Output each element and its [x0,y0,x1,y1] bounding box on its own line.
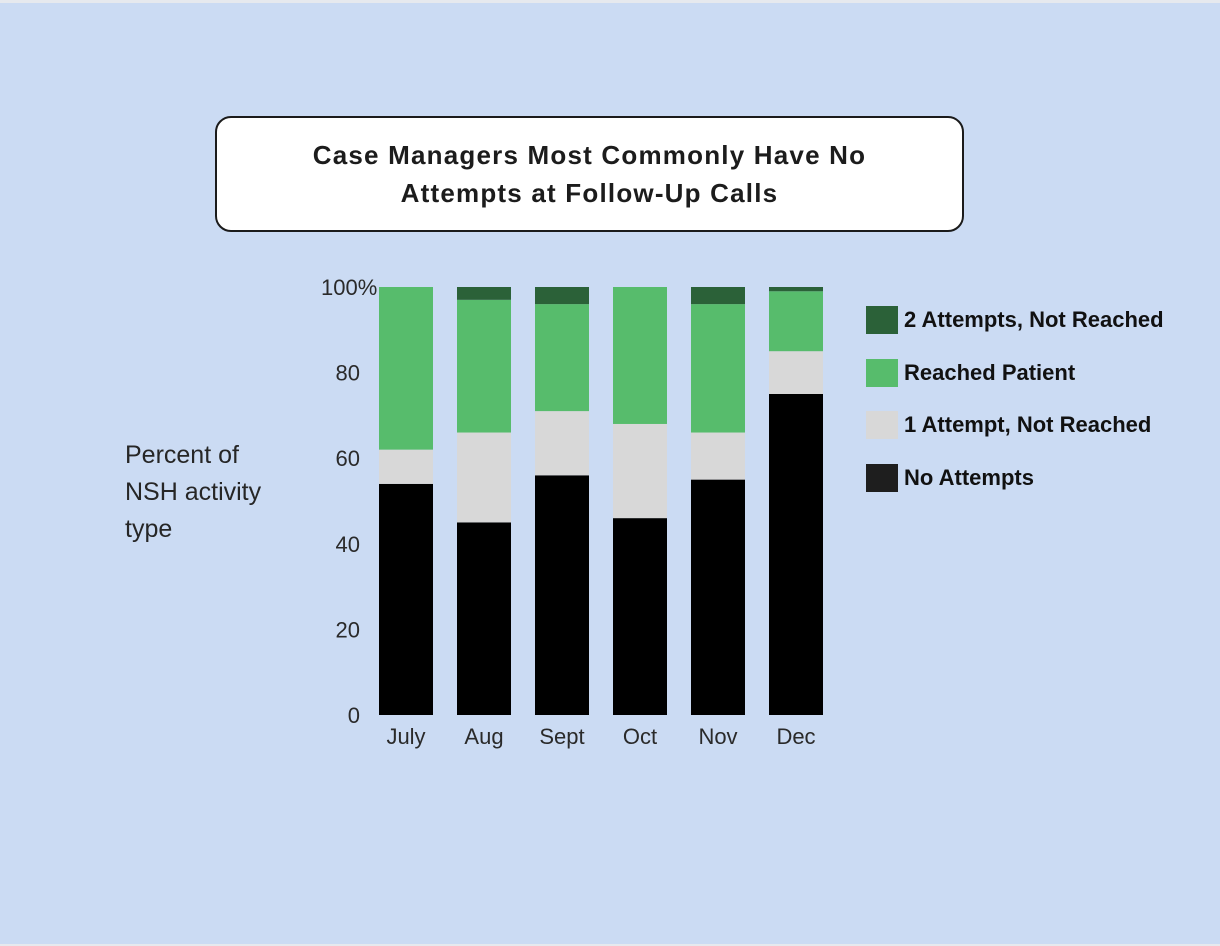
x-tick-label: July [386,724,425,749]
bar-segment-reached-patient-nov [691,304,745,433]
legend-swatch [866,411,898,439]
bar-segment-no-attempts-nov [691,479,745,715]
y-axis-label: Percent of NSH activity type [125,441,262,543]
bar-segment-reached-patient-july [379,287,433,450]
legend-label: 2 Attempts, Not Reached [904,307,1164,332]
bar-segment-no-attempts-oct [613,518,667,715]
chart-title-box: Case Managers Most Commonly Have No Atte… [215,116,964,232]
bar-segment-1-attempt-not-reached-oct [613,423,667,519]
bar-segment-2-attempts-not-reached-aug [457,287,511,300]
x-tick-label: Nov [698,724,737,749]
bar-segment-reached-patient-oct [613,287,667,424]
legend-item: Reached Patient [866,358,1164,387]
bar-segment-no-attempts-july [379,483,433,715]
bar-segment-1-attempt-not-reached-dec [769,351,823,394]
bar-segment-2-attempts-not-reached-sept [535,287,589,305]
legend-label: 1 Attempt, Not Reached [904,412,1152,437]
legend-item: 1 Attempt, Not Reached [866,411,1164,439]
chart-title: Case Managers Most Commonly Have No Atte… [312,140,867,208]
y-tick-label: 60 [336,446,360,471]
y-tick-label: 20 [336,617,360,642]
legend-swatch [866,463,898,492]
bar-segment-reached-patient-sept [535,304,589,412]
y-tick-label: 80 [336,361,360,386]
bar-segment-no-attempts-sept [535,475,589,715]
x-tick-label: Aug [464,724,503,749]
y-tick-label: 0 [348,703,360,728]
bars-group [379,287,823,715]
y-axis-ticks: 0 20 40 60 80 100% [321,275,377,728]
y-tick-label: 100% [321,275,377,300]
legend-swatch [866,306,898,334]
bar-segment-no-attempts-dec [769,394,823,715]
legend-item: No Attempts [866,463,1164,492]
x-tick-label: Sept [539,724,584,749]
bar-segment-2-attempts-not-reached-dec [769,287,823,292]
bar-segment-2-attempts-not-reached-nov [691,287,745,305]
x-tick-label: Dec [776,724,815,749]
bar-segment-1-attempt-not-reached-nov [691,432,745,480]
bar-segment-1-attempt-not-reached-july [379,449,433,484]
y-tick-label: 40 [336,532,360,557]
legend-label: Reached Patient [904,359,1076,385]
x-axis-ticks: July Aug Sept Oct Nov Dec [386,724,815,749]
legend-item: 2 Attempts, Not Reached [866,306,1164,334]
bar-segment-1-attempt-not-reached-aug [457,432,511,523]
bar-segment-no-attempts-aug [457,522,511,715]
legend-label: No Attempts [904,464,1034,490]
x-tick-label: Oct [623,724,657,749]
legend: 2 Attempts, Not Reached Reached Patient 1 … [866,306,1164,516]
bar-segment-1-attempt-not-reached-sept [535,411,589,476]
bar-segment-reached-patient-aug [457,299,511,433]
legend-swatch [866,358,898,387]
bar-segment-reached-patient-dec [769,291,823,352]
